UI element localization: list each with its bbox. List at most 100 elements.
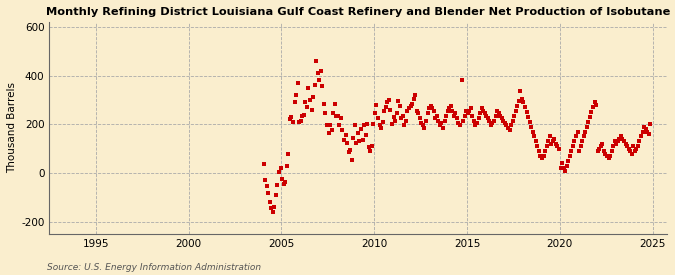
Point: [498, 119, 509, 123]
Point: [484, 119, 495, 123]
Point: [323, 131, 334, 135]
Point: [634, 139, 645, 144]
Point: [470, 123, 481, 128]
Point: [320, 111, 331, 116]
Point: [422, 111, 433, 116]
Point: [374, 123, 385, 128]
Point: [308, 95, 319, 100]
Point: [527, 129, 538, 134]
Point: [396, 116, 406, 120]
Point: [514, 99, 524, 103]
Point: [261, 184, 272, 189]
Point: [546, 142, 557, 146]
Point: [537, 156, 547, 161]
Point: [263, 190, 273, 195]
Point: [402, 109, 413, 113]
Point: [317, 84, 328, 89]
Point: [493, 111, 504, 116]
Point: [447, 109, 458, 113]
Point: [557, 161, 568, 166]
Point: [481, 114, 491, 118]
Point: [495, 114, 506, 118]
Point: [518, 100, 529, 104]
Point: [564, 154, 575, 158]
Point: [459, 114, 470, 118]
Point: [569, 139, 580, 144]
Point: [419, 126, 430, 130]
Point: [601, 154, 612, 158]
Point: [640, 127, 651, 131]
Point: [315, 68, 326, 73]
Point: [620, 142, 631, 146]
Point: [351, 140, 362, 145]
Point: [611, 142, 622, 146]
Point: [547, 139, 558, 144]
Point: [456, 78, 467, 82]
Point: [433, 119, 443, 123]
Point: [357, 138, 368, 142]
Point: [365, 149, 376, 153]
Point: [608, 144, 618, 148]
Point: [367, 144, 377, 148]
Point: [479, 111, 490, 116]
Point: [610, 139, 620, 144]
Point: [464, 109, 475, 113]
Point: [303, 86, 314, 90]
Point: [418, 123, 429, 128]
Point: [524, 120, 535, 124]
Point: [574, 149, 585, 153]
Point: [326, 128, 337, 133]
Y-axis label: Thousand Barrels: Thousand Barrels: [7, 82, 17, 174]
Point: [331, 114, 342, 118]
Point: [302, 105, 313, 109]
Point: [442, 109, 453, 113]
Point: [448, 114, 459, 118]
Point: [443, 106, 454, 111]
Point: [595, 144, 606, 148]
Point: [288, 120, 298, 124]
Point: [552, 144, 563, 148]
Point: [529, 134, 539, 139]
Point: [572, 129, 583, 134]
Point: [487, 121, 498, 125]
Point: [398, 114, 408, 118]
Point: [334, 123, 345, 128]
Point: [540, 149, 551, 153]
Point: [446, 104, 456, 108]
Point: [589, 100, 600, 104]
Point: [388, 115, 399, 119]
Point: [491, 109, 502, 113]
Point: [291, 93, 302, 97]
Point: [295, 119, 306, 123]
Point: [325, 123, 335, 128]
Point: [383, 98, 394, 102]
Point: [475, 111, 485, 116]
Point: [512, 104, 522, 108]
Point: [342, 140, 352, 145]
Point: [346, 157, 357, 162]
Point: [335, 116, 346, 120]
Point: [269, 205, 280, 209]
Point: [392, 111, 402, 116]
Point: [350, 123, 360, 128]
Point: [387, 122, 398, 127]
Point: [329, 101, 340, 106]
Point: [441, 114, 452, 118]
Point: [379, 109, 389, 113]
Point: [585, 115, 595, 119]
Text: Source: U.S. Energy Information Administration: Source: U.S. Energy Information Administ…: [47, 263, 261, 272]
Point: [583, 120, 594, 124]
Point: [328, 111, 339, 116]
Point: [568, 144, 578, 148]
Point: [431, 114, 442, 118]
Point: [271, 193, 281, 197]
Point: [643, 132, 654, 136]
Point: [283, 151, 294, 156]
Point: [478, 109, 489, 113]
Point: [570, 134, 581, 139]
Point: [535, 154, 546, 158]
Point: [321, 123, 332, 128]
Point: [292, 81, 303, 85]
Point: [297, 114, 308, 118]
Point: [618, 139, 629, 144]
